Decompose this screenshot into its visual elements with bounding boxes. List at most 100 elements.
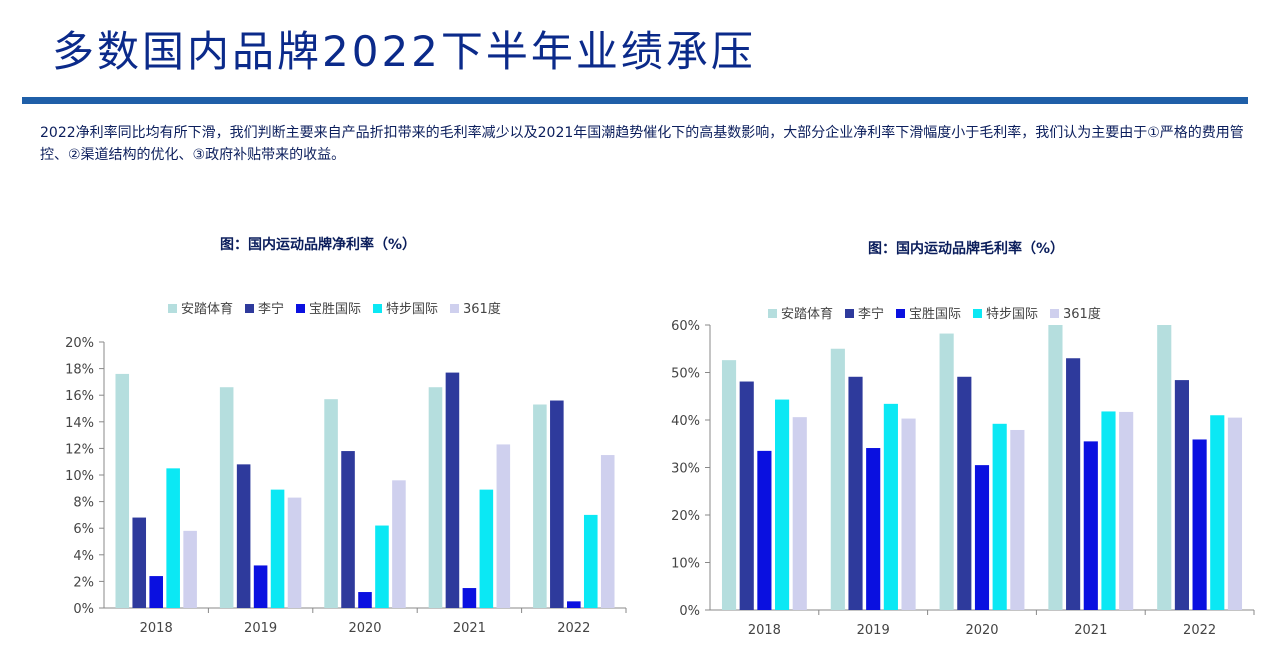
summary-text: 2022净利率同比均有所下滑，我们判断主要来自产品折扣带来的毛利率减少以及202… — [40, 125, 1244, 163]
gross-bar-2018-3 — [775, 399, 790, 610]
net-bar-2022-1 — [550, 400, 564, 608]
net-xtick-label: 2021 — [453, 621, 486, 636]
gross-bar-2018-1 — [739, 381, 754, 610]
net-bar-2021-1 — [445, 372, 460, 608]
net-xtick-label: 2022 — [557, 621, 590, 636]
net-bar-2018-0 — [115, 373, 130, 608]
net-ytick-label: 4% — [73, 549, 94, 564]
gross-xtick-label: 2022 — [1183, 623, 1216, 638]
gross-bar-2020-4 — [1010, 429, 1025, 610]
gross-bar-2018-0 — [721, 360, 737, 610]
gross-legend-swatch-3 — [973, 309, 982, 318]
net-legend-label-1: 李宁 — [258, 301, 284, 317]
net-bar-2019-2 — [253, 565, 268, 608]
gross-xtick-label: 2020 — [965, 623, 998, 638]
gross-legend-item-3: 特步国际 — [973, 307, 1038, 322]
gross-legend-label-1: 李宁 — [858, 306, 884, 322]
gross-bar-2021-2 — [1083, 441, 1098, 610]
net-xtick-label: 2020 — [348, 621, 381, 636]
gross-legend-item-0: 安踏体育 — [768, 306, 833, 322]
net-legend-item-2: 宝胜国际 — [296, 302, 361, 317]
gross-bar-2018-2 — [757, 450, 772, 610]
gross-xtick-label: 2018 — [748, 623, 781, 638]
net-legend-label-2: 宝胜国际 — [309, 302, 361, 317]
gross-bar-2022-4 — [1227, 417, 1243, 610]
gross-bar-2020-2 — [974, 465, 990, 610]
gross-bar-2022-3 — [1210, 415, 1225, 610]
net-xtick-label: 2018 — [140, 621, 173, 636]
net-bar-2018-1 — [132, 517, 147, 608]
gross-ytick-label: 50% — [671, 367, 700, 382]
net-bar-2018-4 — [183, 530, 197, 608]
gross-bar-2019-4 — [901, 418, 916, 610]
net-xtick-label: 2019 — [244, 621, 277, 636]
net-bar-2020-1 — [341, 451, 355, 608]
net-bar-2022-3 — [583, 514, 598, 608]
net-ytick-label: 16% — [65, 389, 94, 404]
gross-margin-chart: 安踏体育 李宁 宝胜国际 特步国际 361度 0% 10% 20% 30% 40% 50% 60% 20… — [671, 306, 1255, 638]
net-bar-2018-3 — [166, 468, 180, 608]
gross-xtick-label: 2019 — [857, 623, 890, 638]
net-bar-2021-3 — [479, 489, 494, 608]
net-legend-item-0: 安踏体育 — [168, 301, 233, 317]
net-legend-label-0: 安踏体育 — [181, 301, 233, 317]
gross-bar-2019-1 — [848, 376, 863, 610]
net-bar-2022-0 — [533, 404, 547, 608]
gross-legend-item-4: 361度 — [1050, 306, 1101, 322]
net-ytick-label: 20% — [65, 336, 94, 351]
gross-legend-label-0: 安踏体育 — [781, 306, 833, 322]
net-ytick-label: 14% — [65, 416, 94, 431]
gross-legend-swatch-4 — [1050, 309, 1059, 318]
gross-bar-2022-2 — [1192, 439, 1207, 610]
net-ytick-label: 10% — [65, 469, 94, 484]
gross-legend-swatch-0 — [768, 309, 777, 318]
gross-ytick-label: 10% — [671, 557, 700, 572]
net-bar-2019-1 — [236, 464, 251, 608]
gross-xtick-label: 2021 — [1074, 623, 1107, 638]
net-bar-2022-2 — [567, 601, 581, 608]
net-legend-swatch-1 — [245, 304, 254, 313]
gross-bar-2019-0 — [830, 348, 845, 610]
gross-legend-label-4: 361度 — [1063, 306, 1101, 322]
net-bar-2018-2 — [149, 576, 163, 608]
net-legend-label-3: 特步国际 — [386, 302, 438, 317]
gross-bar-2021-1 — [1066, 358, 1081, 610]
gross-bar-2022-0 — [1157, 325, 1172, 610]
gross-bar-2021-0 — [1048, 325, 1063, 610]
net-ytick-label: 18% — [65, 363, 94, 378]
net-legend-label-4: 361度 — [463, 301, 501, 317]
gross-ytick-label: 60% — [671, 319, 700, 334]
net-bar-2021-0 — [428, 387, 443, 608]
gross-bar-2021-3 — [1101, 411, 1116, 610]
net-legend-swatch-2 — [296, 304, 305, 313]
net-legend-swatch-0 — [168, 304, 177, 313]
net-margin-chart: 安踏体育 李宁 宝胜国际 特步国际 361度 0% 2% 4% 6% 8% 10% 12% 14% 16%… — [65, 301, 627, 636]
net-bar-2020-4 — [392, 480, 406, 608]
gross-ytick-label: 20% — [671, 509, 700, 524]
gross-legend-label-3: 特步国际 — [986, 307, 1038, 322]
gross-bar-2020-0 — [939, 333, 954, 610]
gross-bar-2020-1 — [957, 376, 972, 610]
gross-bar-2022-1 — [1174, 380, 1189, 610]
net-bar-2020-3 — [375, 525, 389, 608]
title-divider — [22, 97, 1248, 104]
net-legend-item-4: 361度 — [450, 301, 501, 317]
net-bar-2021-4 — [496, 444, 511, 608]
gross-ytick-label: 0% — [679, 604, 700, 619]
net-legend-swatch-3 — [373, 304, 382, 313]
net-ytick-label: 8% — [73, 496, 94, 511]
gross-ytick-label: 40% — [671, 414, 700, 429]
net-margin-chart-title: 图：国内运动品牌净利率（%） — [220, 237, 417, 253]
gross-legend-label-2: 宝胜国际 — [909, 307, 961, 322]
gross-legend-swatch-1 — [845, 309, 854, 318]
gross-ytick-label: 30% — [671, 462, 700, 477]
gross-bar-2020-3 — [992, 423, 1007, 610]
gross-legend-item-1: 李宁 — [845, 306, 884, 322]
net-bar-2019-4 — [287, 497, 302, 608]
gross-margin-chart-title: 图：国内运动品牌毛利率（%） — [868, 241, 1065, 257]
net-bar-2020-0 — [324, 399, 338, 608]
gross-legend-item-2: 宝胜国际 — [896, 307, 961, 322]
net-ytick-label: 12% — [65, 442, 94, 457]
gross-legend-swatch-2 — [896, 309, 905, 318]
